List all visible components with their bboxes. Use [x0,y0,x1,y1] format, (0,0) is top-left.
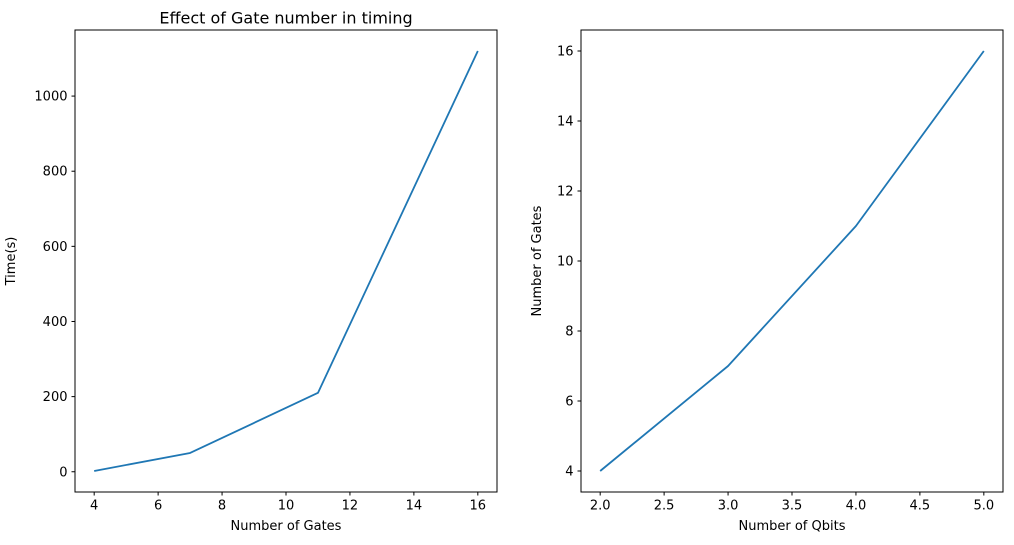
chart-time-vs-gates: 4 6 8 10 12 14 16 0 200 400 600 800 1000 Effect of G… [4,9,498,534]
y-tick-label: 4 [565,465,573,480]
x-tick-label: 16 [470,499,487,514]
y-tick-label: 14 [557,115,574,130]
x-axis-label-qbits: Number of Qbits [739,519,846,534]
x-tick-label: 2.5 [654,499,675,514]
y-tick-label: 12 [557,185,574,200]
y-tick-label: 800 [43,165,68,180]
y-tick-label: 400 [43,315,68,330]
x-tick-label: 4.5 [910,499,931,514]
x-tick-label: 4.0 [846,499,867,514]
chart-title: Effect of Gate number in timing [159,9,412,28]
axes-spines [580,29,1004,493]
y-tick-label: 0 [59,465,67,480]
y-axis-label-gates: Number of Gates [530,205,545,316]
x-tick-label: 5.0 [973,499,994,514]
y-tick-label: 16 [557,45,574,60]
y-axis-label-time: Time(s) [4,237,19,287]
chart-gates-vs-qbits: 2.0 2.5 3.0 3.5 4.0 4.5 5.0 4 6 8 10 12 14 16 Number … [530,29,1004,534]
plot-area-time-vs-gates: 4 6 8 10 12 14 16 0 200 400 600 800 1000 [34,29,498,514]
plot-area-gates-vs-qbits: 2.0 2.5 3.0 3.5 4.0 4.5 5.0 4 6 8 10 12 14 16 [557,29,1004,514]
x-tick-label: 2.0 [590,499,611,514]
x-tick-label: 3.5 [782,499,803,514]
y-tick-label: 10 [557,255,574,270]
data-line [94,50,479,472]
x-tick-label: 12 [342,499,359,514]
data-line [599,50,985,472]
x-tick-label: 14 [406,499,423,514]
x-axis-label-gates: Number of Gates [231,519,342,534]
y-tick-label: 8 [565,325,573,340]
y-tick-label: 1000 [34,90,67,105]
x-tick-label: 3.0 [718,499,739,514]
y-tick-label: 200 [43,390,68,405]
x-tick-label: 10 [278,499,295,514]
x-tick-label: 8 [218,499,226,514]
axes-spines [74,29,498,493]
y-tick-label: 6 [565,395,573,410]
y-tick-label: 600 [43,240,68,255]
x-tick-label: 6 [154,499,162,514]
x-tick-label: 4 [90,499,98,514]
